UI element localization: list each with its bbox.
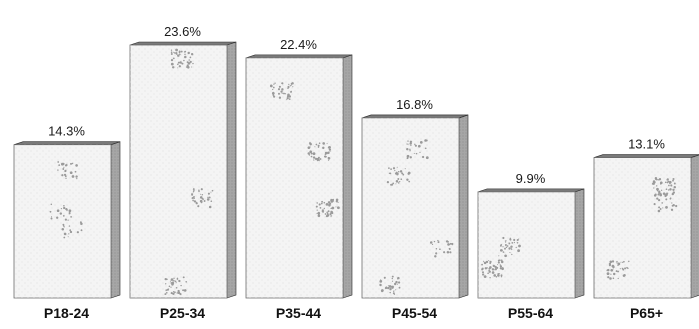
labels-layer: 14.3% P18-24 23.6% P25-34 22.4% P35-44 16.8% P4…: [44, 24, 665, 321]
category-label: P55-64: [508, 305, 553, 321]
category-label: P35-44: [276, 305, 321, 321]
data-label: 13.1%: [628, 137, 665, 152]
bar: [13, 141, 121, 299]
data-label: 16.8%: [396, 97, 433, 112]
bar-side: [226, 41, 237, 299]
bar-speckle: [164, 48, 214, 296]
data-label: 23.6%: [164, 24, 201, 39]
bar-top: [129, 41, 237, 46]
bars-layer: [13, 41, 699, 299]
bar-side: [458, 114, 469, 299]
bar-speckle: [606, 176, 678, 280]
bar: [593, 154, 699, 299]
bar-top: [593, 154, 699, 158]
bar-speckle: [481, 236, 521, 279]
bar: [245, 54, 353, 299]
category-label: P18-24: [44, 305, 89, 321]
bar-face-texture: [478, 191, 575, 298]
bar-face-texture: [594, 157, 691, 298]
category-label: P25-34: [160, 305, 205, 321]
bar-top: [361, 114, 469, 119]
data-label: 22.4%: [280, 37, 317, 52]
bar-top: [477, 188, 585, 193]
bar-face-texture: [246, 57, 343, 298]
bar-side: [574, 188, 585, 299]
data-label: 14.3%: [48, 124, 85, 139]
bar-side: [690, 154, 699, 299]
bar-face-texture: [14, 144, 111, 298]
bar-speckle: [49, 161, 83, 239]
bar-speckle: [379, 139, 454, 295]
bar-face-texture: [130, 45, 227, 299]
bar: [129, 41, 237, 299]
bar-top: [13, 141, 121, 146]
bar-side: [110, 141, 121, 299]
bar-speckle: [269, 82, 340, 218]
bar: [477, 188, 585, 299]
category-label: P45-54: [392, 305, 437, 321]
bar: [361, 114, 469, 299]
data-label: 9.9%: [516, 171, 546, 186]
bar-top: [245, 54, 353, 59]
bar-face-texture: [362, 117, 459, 299]
category-label: P65+: [630, 305, 663, 321]
bar-side: [342, 54, 353, 299]
